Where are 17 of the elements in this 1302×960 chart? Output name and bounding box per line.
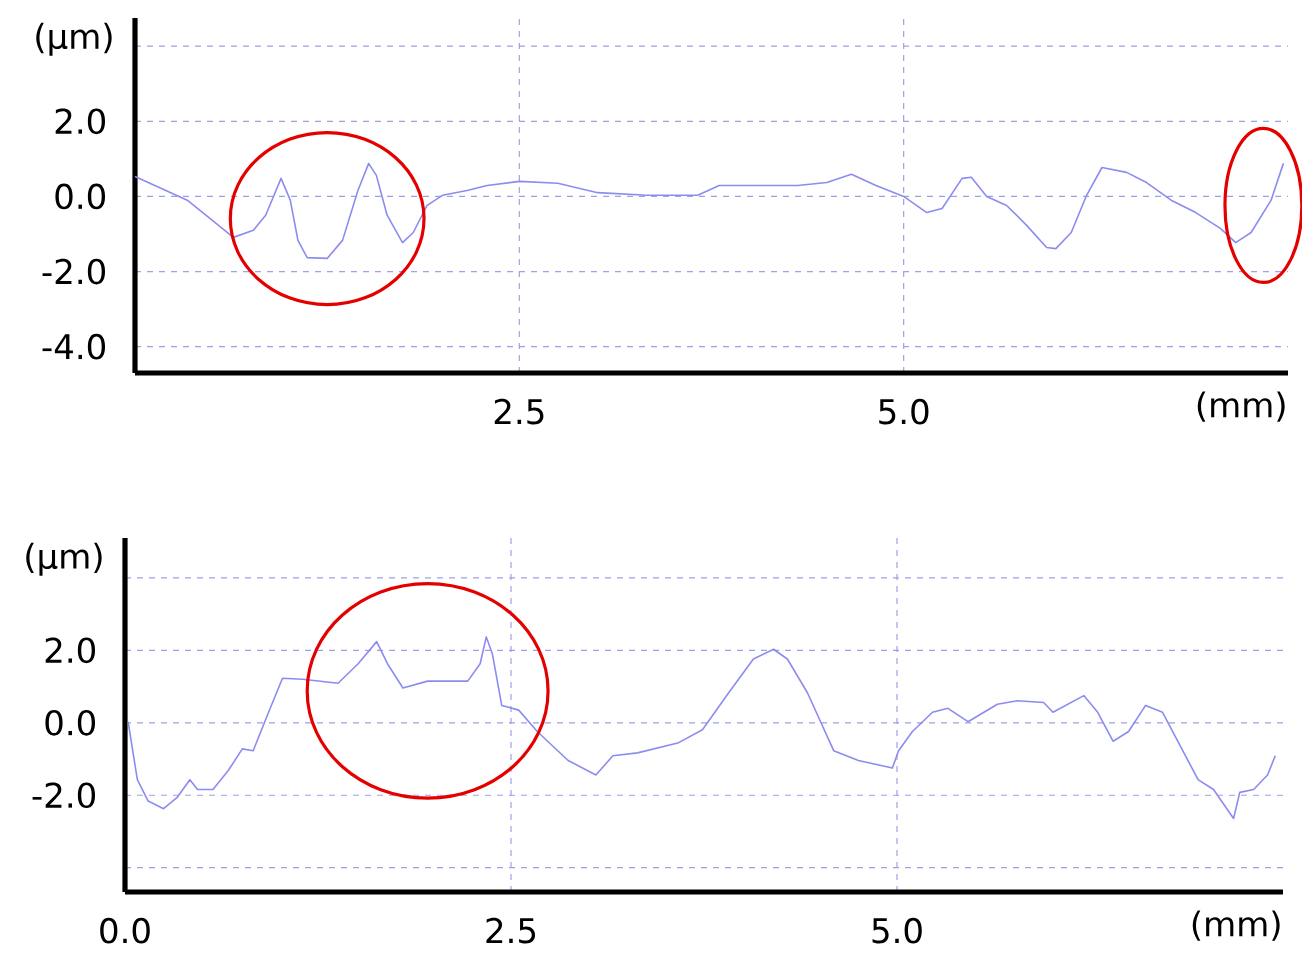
x-axis-title: (mm): [1197, 391, 1285, 422]
x-tick-label: 2.5: [486, 917, 536, 944]
x-tick-label: 5.0: [872, 917, 922, 944]
y-tick-label: -2.0: [42, 258, 106, 285]
y-axis-title: (µm): [26, 542, 102, 576]
y-tick-label: -2.0: [32, 782, 96, 809]
x-axis-title: (mm): [1192, 910, 1280, 941]
y-tick-label: -4.0: [42, 333, 106, 360]
x-tick-label: 2.5: [494, 398, 544, 425]
y-tick-label: 2.0: [55, 108, 106, 135]
y-tick-label: 0.0: [55, 183, 106, 210]
y-tick-label: 0.0: [45, 709, 96, 736]
y-tick-label: 2.0: [45, 637, 96, 664]
x-tick-label: 0.0: [100, 917, 150, 944]
x-tick-label: 5.0: [879, 398, 929, 425]
line-series: [127, 636, 1277, 820]
y-axis-title: (µm): [36, 22, 112, 56]
